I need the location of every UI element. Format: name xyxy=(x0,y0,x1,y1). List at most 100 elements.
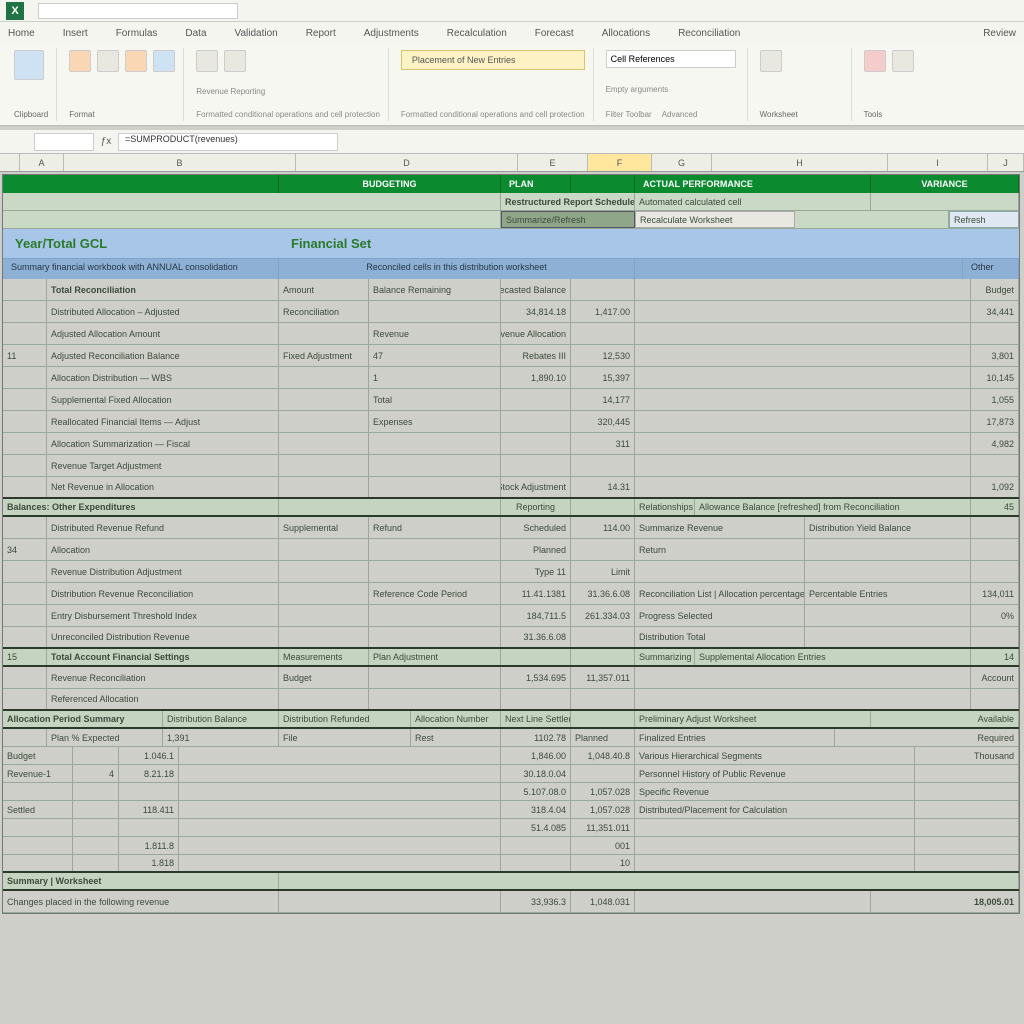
cell: Plan Adjustment xyxy=(369,649,501,665)
tab-summarize[interactable]: Summarize/Refresh xyxy=(501,211,635,228)
cell xyxy=(279,605,369,626)
name-box[interactable] xyxy=(34,133,94,151)
tab-review[interactable]: Review xyxy=(983,28,1016,39)
tab-insert[interactable]: Insert xyxy=(63,28,88,39)
tab-formulas[interactable]: Formulas xyxy=(116,28,158,39)
col-D[interactable]: D xyxy=(296,154,518,171)
cell xyxy=(971,689,1019,709)
tab-recalculate[interactable]: Recalculate Worksheet xyxy=(635,211,795,228)
tab-validation[interactable]: Validation xyxy=(235,28,278,39)
cell xyxy=(915,855,1019,871)
cell xyxy=(3,837,73,854)
cell: Reconciliation xyxy=(279,301,369,322)
cell-ref-combo[interactable] xyxy=(606,50,736,68)
cell: Supplemental Allocation Entries xyxy=(695,649,971,665)
cell xyxy=(119,783,179,800)
format-icon-3[interactable] xyxy=(125,50,147,72)
tab-report[interactable]: Report xyxy=(306,28,336,39)
cell xyxy=(3,561,47,582)
subheader-row: Restructured Report Schedule Automated c… xyxy=(3,193,1019,211)
fx-icon[interactable]: ƒx xyxy=(98,136,114,147)
cell xyxy=(73,819,119,836)
cell xyxy=(635,689,971,709)
col-B[interactable]: B xyxy=(64,154,296,171)
cell: Balances: Other Expenditures xyxy=(3,499,279,515)
cell: 1 xyxy=(369,367,501,388)
cell: Referenced Allocation xyxy=(47,689,279,709)
tab-home[interactable]: Home xyxy=(8,28,35,39)
cell xyxy=(279,627,369,647)
tab-data[interactable]: Data xyxy=(185,28,206,39)
align-icon-2[interactable] xyxy=(224,50,246,72)
cell: Rebates III xyxy=(501,345,571,366)
section-d-row2: Plan % Expected 1,391 File Rest 1102.78 … xyxy=(3,729,1019,747)
formula-input[interactable]: =SUMPRODUCT(revenues) xyxy=(118,133,338,151)
cell xyxy=(635,389,971,410)
table-row: 1.811.8001 xyxy=(3,837,1019,855)
cell: Percentable Entries xyxy=(805,583,971,604)
col-A[interactable]: A xyxy=(20,154,64,171)
col-J[interactable]: J xyxy=(988,154,1024,171)
col-F[interactable]: F xyxy=(588,154,652,171)
cell: Reference Code Period xyxy=(369,583,501,604)
tool-icon-2[interactable] xyxy=(892,50,914,72)
col-E[interactable]: E xyxy=(518,154,588,171)
cell xyxy=(279,477,369,497)
table-row: Unreconciled Distribution Revenue31.36.6… xyxy=(3,627,1019,649)
format-icon-1[interactable] xyxy=(69,50,91,72)
paste-icon[interactable] xyxy=(14,50,44,80)
cell xyxy=(915,801,1019,818)
format-icon-2[interactable] xyxy=(97,50,119,72)
cell: 1,890.10 xyxy=(501,367,571,388)
cell: 8.21.18 xyxy=(119,765,179,782)
cell xyxy=(279,499,501,515)
cell xyxy=(3,455,47,476)
cell xyxy=(3,211,501,228)
caption-row: Summary financial workbook with ANNUAL c… xyxy=(3,259,1019,279)
format-icon-4[interactable] xyxy=(153,50,175,72)
cell xyxy=(805,627,971,647)
cell: Adjusted Allocation Amount xyxy=(47,323,279,344)
worksheet[interactable]: BUDGETING PLAN ACTUAL PERFORMANCE VARIAN… xyxy=(2,174,1020,914)
col-G[interactable]: G xyxy=(652,154,712,171)
align-icon[interactable] xyxy=(196,50,218,72)
cell: 1,048.40.8 xyxy=(571,747,635,764)
cell xyxy=(3,605,47,626)
tab-reconciliation[interactable]: Reconciliation xyxy=(678,28,740,39)
cell: 134,011 xyxy=(971,583,1019,604)
tab-allocations[interactable]: Allocations xyxy=(602,28,650,39)
cell xyxy=(795,211,949,228)
cell xyxy=(3,323,47,344)
cell: Distribution Balance xyxy=(163,711,279,727)
cell xyxy=(635,819,915,836)
cell xyxy=(73,837,119,854)
cell: Finalized Entries xyxy=(635,729,835,746)
tab-forecast[interactable]: Forecast xyxy=(535,28,574,39)
tool-icon-1[interactable] xyxy=(864,50,886,72)
cell: Budget xyxy=(3,747,73,764)
table-row: Referenced Allocation xyxy=(3,689,1019,711)
cell xyxy=(369,455,501,476)
cell xyxy=(279,367,369,388)
cell: 11.41.1381 xyxy=(501,583,571,604)
quick-access-input[interactable] xyxy=(38,3,238,19)
cell: Supplemental Fixed Allocation xyxy=(47,389,279,410)
select-all-corner[interactable] xyxy=(0,154,20,171)
cell xyxy=(3,517,47,538)
ribbon: Clipboard Format Revenue Reporting Forma… xyxy=(0,44,1024,126)
highlight-box[interactable]: Placement of New Entries xyxy=(401,50,585,70)
banner-seg xyxy=(571,175,635,193)
col-I[interactable]: I xyxy=(888,154,988,171)
col-H[interactable]: H xyxy=(712,154,888,171)
table-row: Revenue ReconciliationBudget1,534.69511,… xyxy=(3,667,1019,689)
ws-icon[interactable] xyxy=(760,50,782,72)
tab-adjustments[interactable]: Adjustments xyxy=(364,28,419,39)
cell xyxy=(635,855,915,871)
table-row: Net Revenue in AllocationStock Adjustmen… xyxy=(3,477,1019,499)
tab-recalculation[interactable]: Recalculation xyxy=(447,28,507,39)
refresh-button[interactable]: Refresh xyxy=(949,211,1019,228)
cell: Revenue Reconciliation xyxy=(47,667,279,688)
cell xyxy=(635,667,971,688)
cell xyxy=(369,627,501,647)
cell xyxy=(3,855,73,871)
